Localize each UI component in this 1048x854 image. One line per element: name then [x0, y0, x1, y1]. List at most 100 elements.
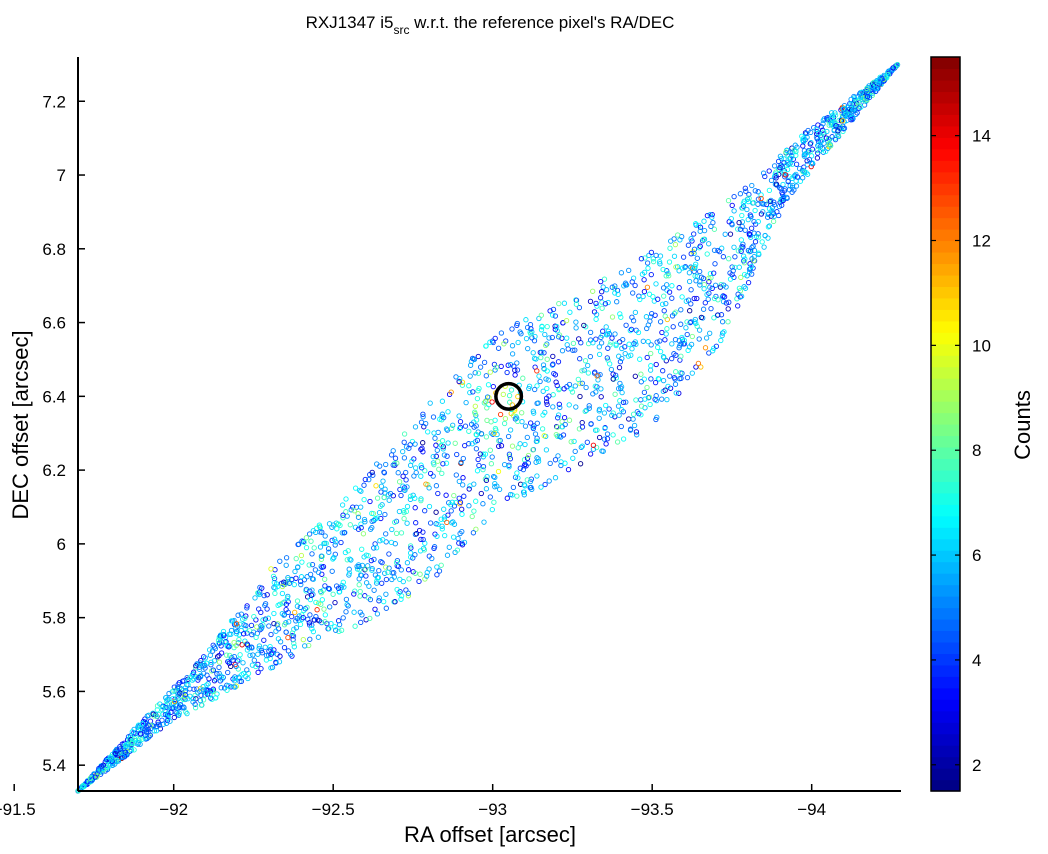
- scatter-point: [616, 364, 623, 371]
- scatter-point: [231, 678, 238, 684]
- scatter-point: [665, 383, 671, 390]
- scatter-point: [543, 447, 550, 453]
- scatter-point: [608, 366, 615, 373]
- scatter-point: [701, 286, 707, 292]
- scatter-point: [318, 563, 324, 570]
- plot-axes: −91.5 −92 −92.5 −93 −93.5 −94 5.4 5.6 5.8 6 6.2 6.4…: [0, 57, 901, 819]
- scatter-point: [203, 682, 210, 688]
- scatter-point: [449, 499, 455, 505]
- scatter-point: [236, 636, 242, 643]
- scatter-point: [740, 203, 747, 209]
- scatter-point: [697, 279, 703, 285]
- scatter-point: [640, 293, 646, 300]
- scatter-point: [369, 469, 375, 476]
- scatter-point: [604, 332, 610, 338]
- scatter-point: [441, 414, 447, 421]
- scatter-point: [207, 691, 213, 698]
- scatter-point: [383, 576, 390, 583]
- scatter-point: [566, 402, 572, 408]
- scatter-point: [550, 306, 557, 313]
- scatter-point: [368, 557, 374, 564]
- scatter-point: [467, 362, 474, 368]
- scatter-point: [744, 273, 750, 279]
- scatter-point: [745, 279, 752, 286]
- scatter-point: [644, 284, 651, 290]
- scatter-point: [836, 117, 842, 124]
- scatter-point: [241, 622, 247, 628]
- scatter-point: [277, 558, 283, 564]
- scatter-point: [555, 334, 562, 340]
- colorbar-segment: [931, 206, 960, 219]
- scatter-point: [837, 125, 844, 131]
- scatter-point: [131, 735, 138, 742]
- scatter-point: [683, 325, 689, 331]
- scatter-point: [240, 660, 246, 666]
- scatter-point: [511, 363, 517, 369]
- scatter-point: [592, 369, 598, 375]
- scatter-point: [298, 581, 304, 588]
- scatter-point: [359, 546, 365, 552]
- scatter-point: [184, 674, 190, 681]
- scatter-point: [474, 437, 481, 444]
- colorbar-segment: [931, 229, 960, 242]
- y-tick-label: 6.4: [42, 387, 66, 406]
- scatter-point: [277, 653, 283, 659]
- scatter-point: [698, 314, 705, 321]
- colorbar-segment: [931, 664, 960, 677]
- scatter-point: [433, 509, 439, 515]
- scatter-point: [435, 458, 441, 464]
- scatter-point: [327, 604, 333, 610]
- scatter-point: [793, 152, 799, 159]
- scatter-point: [449, 520, 455, 526]
- scatter-point: [515, 445, 521, 451]
- scatter-point: [291, 644, 297, 650]
- scatter-point: [378, 483, 385, 489]
- scatter-point: [392, 541, 398, 547]
- scatter-point: [176, 704, 183, 710]
- scatter-point: [832, 110, 838, 116]
- colorbar-segment: [931, 515, 960, 528]
- scatter-point: [570, 347, 576, 353]
- scatter-point: [250, 652, 256, 658]
- colorbar-segment: [931, 274, 960, 287]
- scatter-point: [363, 552, 369, 558]
- scatter-point: [707, 211, 713, 218]
- scatter-point: [721, 282, 727, 288]
- scatter-point: [339, 530, 345, 536]
- scatter-point: [477, 364, 484, 370]
- scatter-point: [631, 422, 638, 429]
- scatter-point: [208, 662, 214, 668]
- scatter-point: [433, 521, 439, 527]
- scatter-point: [367, 498, 373, 505]
- y-tick-label: 5.6: [42, 682, 66, 701]
- colorbar-segment: [931, 343, 960, 356]
- scatter-point: [248, 622, 255, 629]
- scatter-point: [475, 456, 481, 463]
- scatter-point: [239, 642, 245, 648]
- colorbar-segment: [931, 332, 960, 345]
- scatter-point: [807, 141, 813, 147]
- x-axis-label: RA offset [arcsec]: [404, 822, 576, 847]
- scatter-point: [456, 540, 462, 546]
- scatter-point: [238, 678, 245, 685]
- scatter-point: [297, 621, 304, 628]
- scatter-point: [407, 462, 414, 469]
- scatter-point: [356, 576, 362, 582]
- scatter-point: [632, 282, 638, 289]
- scatter-point: [139, 721, 145, 727]
- scatter-point: [391, 570, 397, 576]
- scatter-point: [137, 725, 143, 732]
- scatter-point: [330, 556, 336, 562]
- scatter-point: [712, 261, 718, 267]
- scatter-point: [256, 645, 262, 652]
- scatter-point: [442, 532, 448, 539]
- scatter-point: [341, 530, 347, 536]
- scatter-point: [514, 415, 520, 421]
- scatter-point: [541, 433, 547, 439]
- scatter-point: [694, 323, 700, 329]
- scatter-point: [454, 451, 460, 458]
- scatter-point: [638, 256, 645, 262]
- scatter-point: [481, 359, 488, 366]
- scatter-point: [779, 202, 785, 208]
- scatter-point: [711, 270, 717, 276]
